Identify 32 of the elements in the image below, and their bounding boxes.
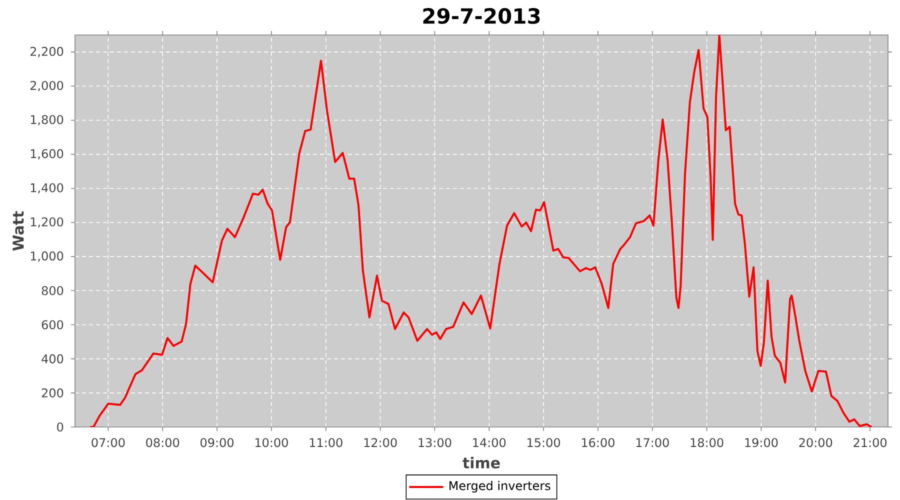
x-tick-label: 10:00 bbox=[255, 438, 288, 448]
x-tick-label: 12:00 bbox=[364, 438, 397, 448]
y-tick-label: 200 bbox=[42, 388, 64, 398]
y-tick-label: 1,600 bbox=[30, 149, 64, 160]
y-tick-label: 1,800 bbox=[30, 115, 64, 126]
y-tick-label: 2,200 bbox=[30, 46, 64, 58]
x-tick-label: 21:00 bbox=[854, 438, 887, 448]
x-tick-label: 17:00 bbox=[636, 438, 669, 448]
y-tick-label: 600 bbox=[42, 320, 64, 330]
x-axis-title: time bbox=[462, 456, 500, 468]
x-tick-label: 19:00 bbox=[745, 438, 778, 448]
y-tick-label: 800 bbox=[42, 286, 64, 296]
x-tick-label: 20:00 bbox=[799, 438, 832, 448]
x-tick-label: 09:00 bbox=[200, 438, 234, 448]
y-tick-label: 2,000 bbox=[30, 80, 64, 92]
y-tick-label: 0 bbox=[57, 422, 64, 432]
x-tick-label: 14:00 bbox=[473, 438, 506, 448]
x-tick-label: 07:00 bbox=[92, 438, 125, 448]
x-tick-label: 13:00 bbox=[418, 438, 452, 448]
legend-label: Merged inverters bbox=[450, 480, 550, 493]
y-axis-title: Watt bbox=[12, 211, 24, 251]
x-tick-label: 08:00 bbox=[146, 438, 180, 448]
chart-title: 29-7-2013 bbox=[423, 8, 540, 24]
y-tick-label: 1,200 bbox=[30, 217, 64, 228]
line-series bbox=[89, 35, 873, 427]
y-tick-label: 1,400 bbox=[30, 183, 64, 194]
y-tick-label: 400 bbox=[42, 354, 64, 364]
x-tick-label: 18:00 bbox=[690, 438, 724, 448]
x-tick-label: 16:00 bbox=[582, 438, 614, 448]
y-tick-label: 1,000 bbox=[30, 251, 64, 262]
x-tick-label: 11:00 bbox=[310, 438, 342, 448]
x-tick-label: 15:00 bbox=[528, 438, 560, 448]
